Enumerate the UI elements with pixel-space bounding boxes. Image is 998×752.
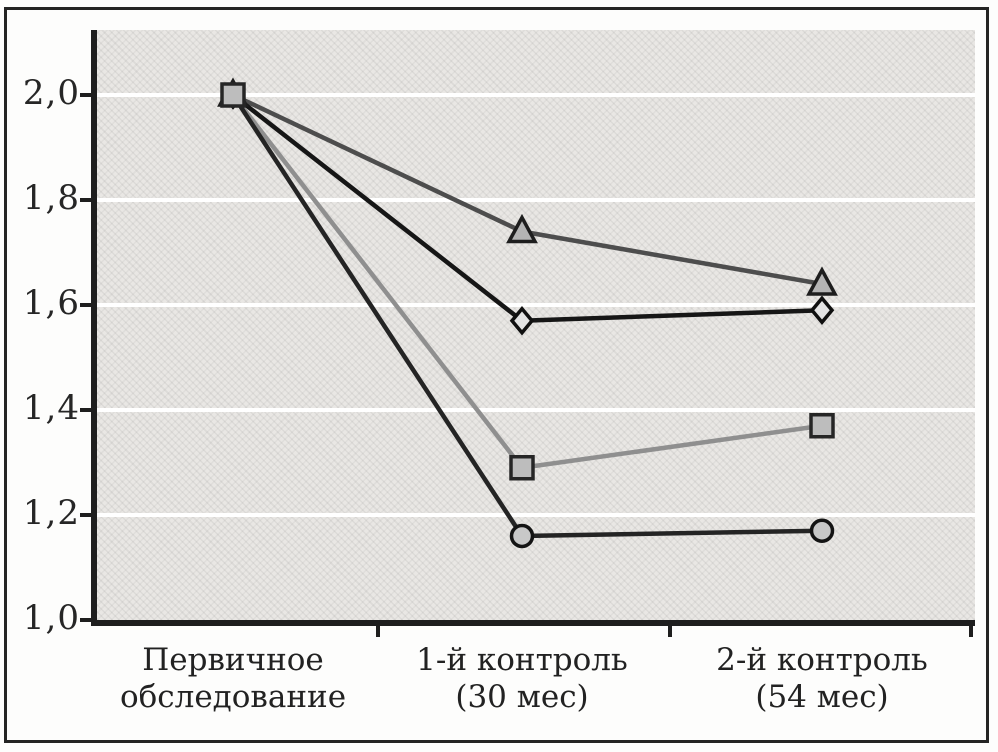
marker-square [220,82,246,108]
marker-triangle [806,266,838,296]
y-tick-label: 1,0 [22,598,80,638]
marker-circle [809,518,835,543]
marker-diamond [509,306,535,336]
series-line-triangle [232,92,823,287]
x-category-label-line: 2-й контроль [716,642,928,678]
x-category-label-line: (54 мес) [755,679,889,715]
y-tick-label: 2,0 [22,73,80,113]
x-category-label-line: обследование [119,679,347,715]
x-category-label: 1-й контроль (30 мес) [362,642,682,716]
x-category-label: 2-й контроль (54 мес) [662,642,982,716]
marker-square [809,413,835,439]
y-tick-label: 1,2 [22,493,80,533]
x-category-label-line: Первичное [142,642,324,678]
marker-diamond [809,295,835,325]
x-category-label: Первичное обследование [73,642,393,716]
marker-square [509,455,535,481]
y-tick-label: 1,4 [22,388,80,428]
marker-triangle [506,213,538,244]
y-tick-label: 1,6 [22,283,80,323]
plot-area [97,30,975,620]
y-tick-label: 1,8 [22,178,80,218]
marker-circle [509,523,535,549]
x-category-label-line: (30 мес) [455,679,589,715]
x-category-label-line: 1-й контроль [416,642,628,678]
